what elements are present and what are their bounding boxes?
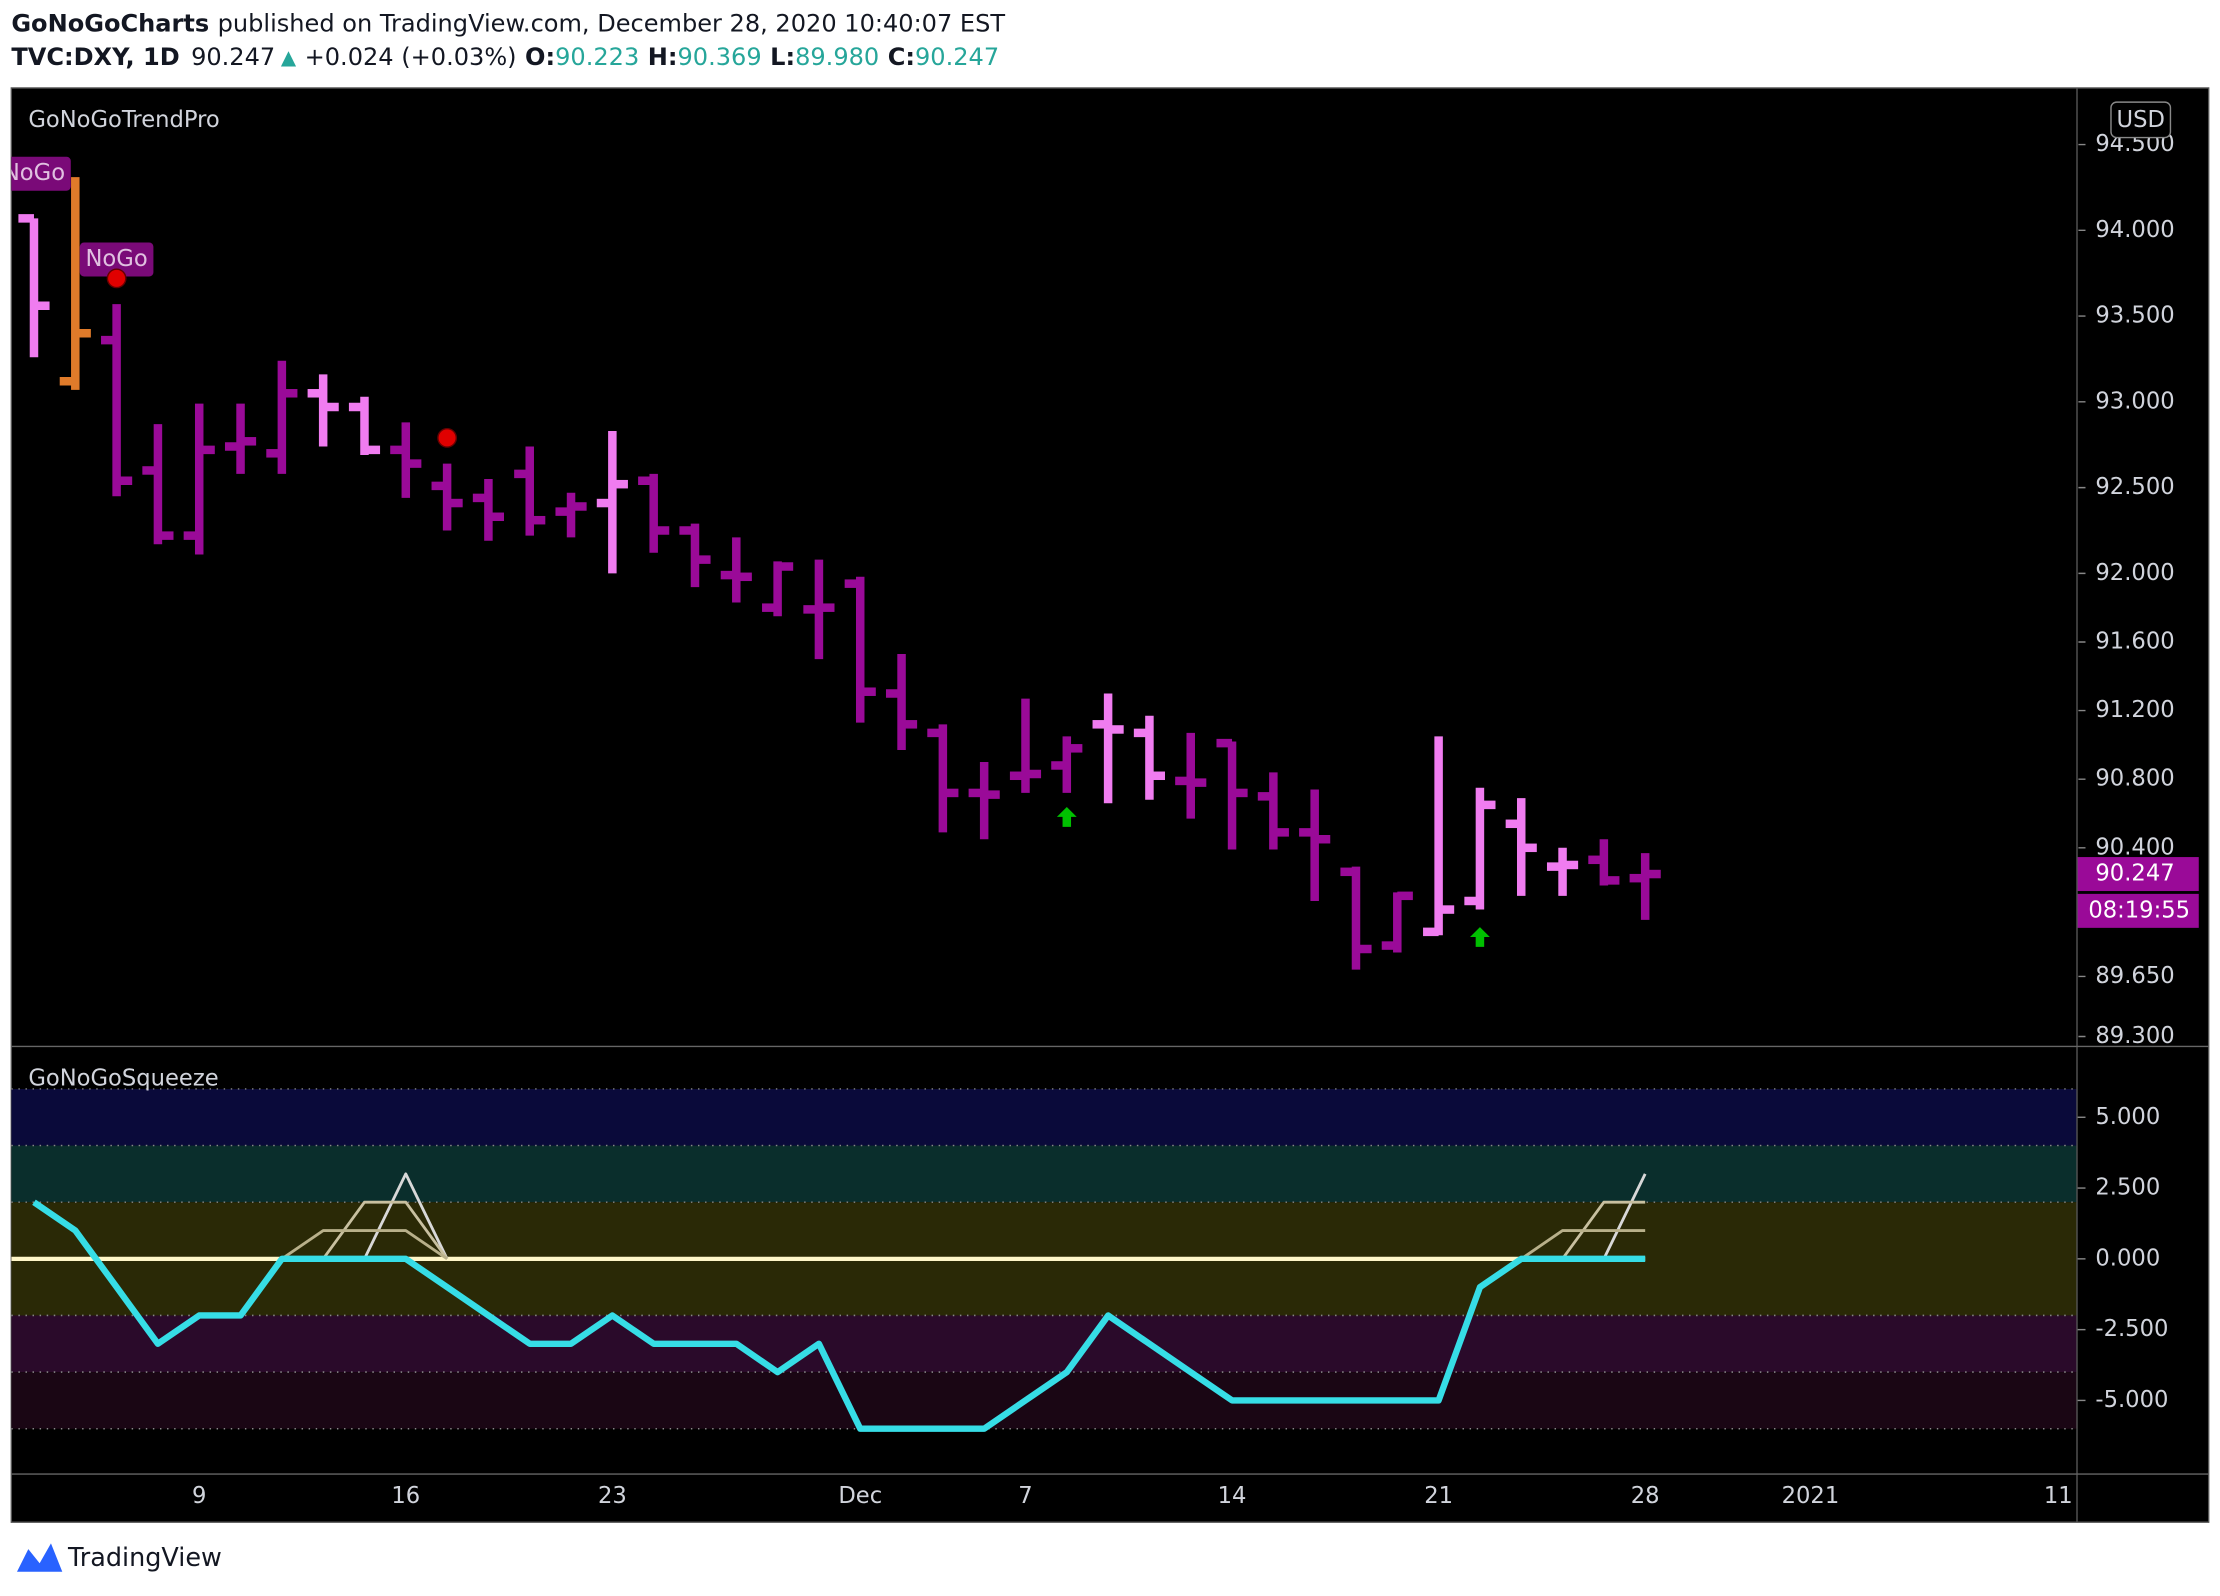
x-tick-label: 7: [1018, 1483, 1032, 1509]
y-tick-label: 89.650: [2095, 963, 2174, 989]
x-tick-label: 16: [391, 1483, 420, 1509]
signal-label: NoGo: [3, 160, 65, 186]
high-key: H:: [648, 43, 678, 71]
y-tick-label: 5.000: [2095, 1104, 2160, 1130]
y-tick-label: -2.500: [2095, 1316, 2168, 1342]
y-tick-label: 92.500: [2095, 474, 2174, 500]
y-tick-label: 0.000: [2095, 1245, 2160, 1271]
last-price-badge: [2077, 857, 2199, 892]
y-tick-label: 91.200: [2095, 697, 2174, 723]
open-value: 90.223: [555, 43, 639, 71]
tradingview-logo: [16, 1543, 63, 1572]
trend-panel-title: GoNoGoTrendPro: [28, 107, 219, 133]
y-tick-label: 91.600: [2095, 628, 2174, 654]
header-line-1: GoNoGoCharts published on TradingView.com…: [11, 9, 1005, 37]
low-key: L:: [770, 43, 795, 71]
close-value: 90.247: [915, 43, 999, 71]
axes: 94.50094.00093.50093.00092.50092.00091.6…: [192, 131, 2199, 1509]
change: +0.024 (+0.03%): [305, 43, 517, 71]
x-tick-label: 2021: [1782, 1483, 1840, 1509]
y-tick-label: 90.800: [2095, 766, 2174, 792]
x-tick-label: 11: [2044, 1483, 2073, 1509]
x-tick-label: 21: [1424, 1483, 1453, 1509]
signal-label-box: [11, 156, 71, 191]
x-tick-label: 28: [1631, 1483, 1660, 1509]
squeeze-line: [32, 1199, 1646, 1432]
x-tick-label: Dec: [838, 1483, 882, 1509]
y-tick-label: 92.000: [2095, 560, 2174, 586]
y-tick-label: -5.000: [2095, 1387, 2168, 1413]
squeeze-band: [11, 1145, 2078, 1203]
y-tick-label: 93.500: [2095, 303, 2174, 329]
x-tick-label: 14: [1218, 1483, 1247, 1509]
y-tick-label: 2.500: [2095, 1175, 2160, 1201]
squeeze-band: [11, 1088, 2078, 1146]
trend-panel: NoGo NoGo: [3, 156, 1661, 970]
countdown-label: 08:19:55: [2088, 897, 2190, 923]
squeeze-level-line: [281, 1229, 1646, 1261]
direction: ▲: [281, 46, 297, 69]
published: published on TradingView.com, December 2…: [218, 9, 1006, 37]
header-line-2: TVC:DXY, 1D 90.247 ▲ +0.024 (+0.03%) O:90.22…: [11, 43, 999, 71]
last-price: 90.247: [191, 43, 275, 71]
currency-button[interactable]: [2110, 101, 2172, 139]
countdown-badge: [2077, 893, 2199, 928]
y-tick-label: 93.000: [2095, 388, 2174, 414]
footer-brand: TradingView: [67, 1543, 222, 1573]
x-tick-label: 23: [598, 1483, 627, 1509]
squeeze-panel: [11, 1088, 2078, 1432]
signal-arrow: [1470, 927, 1490, 947]
low-value: 89.980: [795, 43, 879, 71]
symbol: TVC:DXY, 1D: [11, 43, 179, 71]
signal-dot: [437, 427, 458, 448]
squeeze-band: [11, 1372, 2078, 1429]
close-key: C:: [888, 43, 915, 71]
y-tick-label: 90.400: [2095, 834, 2174, 860]
last-price-label: 90.247: [2095, 861, 2174, 887]
signal-label: NoGo: [86, 246, 148, 272]
publisher: GoNoGoCharts: [11, 9, 209, 37]
squeeze-band: [11, 1315, 2078, 1373]
y-tick-label: 89.300: [2095, 1023, 2174, 1049]
logo-icon: [16, 1543, 63, 1572]
y-tick-label: 94.000: [2095, 217, 2174, 243]
signal-dot: [106, 268, 127, 289]
squeeze-panel-title: GoNoGoSqueeze: [28, 1066, 218, 1092]
open-key: O:: [525, 43, 555, 71]
currency: USD: [2117, 107, 2165, 133]
signal-label-box: [79, 242, 154, 277]
x-tick-label: 9: [192, 1483, 206, 1509]
high-value: 90.369: [678, 43, 762, 71]
